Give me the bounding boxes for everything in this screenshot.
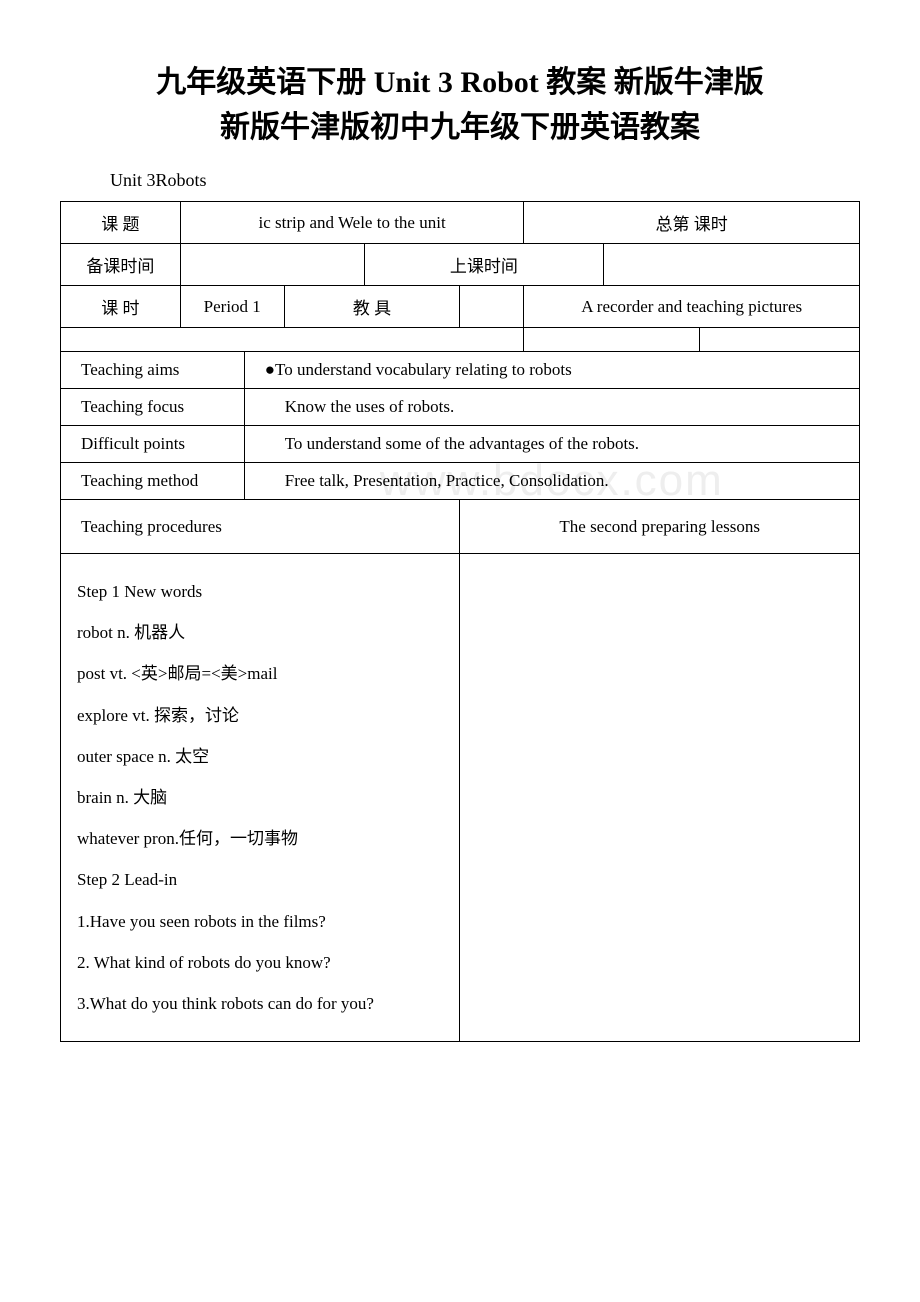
prep-time-label: 备课时间 xyxy=(61,244,181,286)
row-aims: Teaching aims ●To understand vocabulary … xyxy=(61,352,860,389)
title-line-2: 新版牛津版初中九年级下册英语教案 xyxy=(60,105,860,150)
topic-value: ic strip and Wele to the unit xyxy=(180,202,524,244)
row-method: Teaching method www.bdocx.com Free talk,… xyxy=(61,463,860,500)
difficult-value: To understand some of the advantages of … xyxy=(244,426,859,463)
procedures-label: Teaching procedures xyxy=(61,500,460,554)
empty-left xyxy=(61,328,524,352)
content-cell: Step 1 New words robot n. 机器人 post vt. <… xyxy=(61,554,460,1042)
method-value-cell: www.bdocx.com Free talk, Presentation, P… xyxy=(244,463,859,500)
vocab-brain: brain n. 大脑 xyxy=(77,784,443,811)
difficult-label: Difficult points xyxy=(61,426,245,463)
step2-heading: Step 2 Lead-in xyxy=(77,866,443,893)
focus-label: Teaching focus xyxy=(61,389,245,426)
vocab-explore: explore vt. 探索，讨论 xyxy=(77,702,443,729)
vocab-outer-space: outer space n. 太空 xyxy=(77,743,443,770)
title-line-1: 九年级英语下册 Unit 3 Robot 教案 新版牛津版 xyxy=(60,60,860,105)
tool-label: 教 具 xyxy=(284,286,460,328)
document-title: 九年级英语下册 Unit 3 Robot 教案 新版牛津版 新版牛津版初中九年级… xyxy=(60,60,860,150)
period-value: Period 1 xyxy=(180,286,284,328)
method-label: Teaching method xyxy=(61,463,245,500)
method-value: Free talk, Presentation, Practice, Conso… xyxy=(285,471,609,490)
vocab-whatever: whatever pron.任何，一切事物 xyxy=(77,825,443,852)
row-difficult: Difficult points To understand some of t… xyxy=(61,426,860,463)
row-empty xyxy=(61,328,860,352)
difficult-text: To understand some of the advantages of … xyxy=(261,434,843,454)
topic-label: 课 题 xyxy=(61,202,181,244)
leadin-q2: 2. What kind of robots do you know? xyxy=(77,949,443,976)
row-period: 课 时 Period 1 教 具 A recorder and teaching… xyxy=(61,286,860,328)
empty-right xyxy=(700,328,860,352)
period-label: 课 时 xyxy=(61,286,181,328)
row-prep-time: 备课时间 上课时间 xyxy=(61,244,860,286)
empty-mid xyxy=(524,328,700,352)
aims-value: ●To understand vocabulary relating to ro… xyxy=(244,352,859,389)
lesson-plan-table: 课 题 ic strip and Wele to the unit 总第 课时 … xyxy=(60,201,860,1042)
focus-value: Know the uses of robots. xyxy=(244,389,859,426)
prep-time-value xyxy=(180,244,364,286)
row-topic: 课 题 ic strip and Wele to the unit 总第 课时 xyxy=(61,202,860,244)
step1-heading: Step 1 New words xyxy=(77,578,443,605)
tool-empty xyxy=(460,286,524,328)
vocab-post: post vt. <英>邮局=<美>mail xyxy=(77,660,443,687)
class-time-label: 上课时间 xyxy=(364,244,604,286)
vocab-robot: robot n. 机器人 xyxy=(77,619,443,646)
leadin-q1: 1.Have you seen robots in the films? xyxy=(77,908,443,935)
row-focus: Teaching focus Know the uses of robots. xyxy=(61,389,860,426)
class-time-value xyxy=(604,244,860,286)
row-content: Step 1 New words robot n. 机器人 post vt. <… xyxy=(61,554,860,1042)
total-period-label: 总第 课时 xyxy=(524,202,860,244)
leadin-q3: 3.What do you think robots can do for yo… xyxy=(77,990,443,1017)
aims-label: Teaching aims xyxy=(61,352,245,389)
row-procedures: Teaching procedures The second preparing… xyxy=(61,500,860,554)
tool-value: A recorder and teaching pictures xyxy=(524,286,860,328)
content-right-empty xyxy=(460,554,860,1042)
unit-subtitle: Unit 3Robots xyxy=(110,170,860,191)
second-prep-label: The second preparing lessons xyxy=(460,500,860,554)
